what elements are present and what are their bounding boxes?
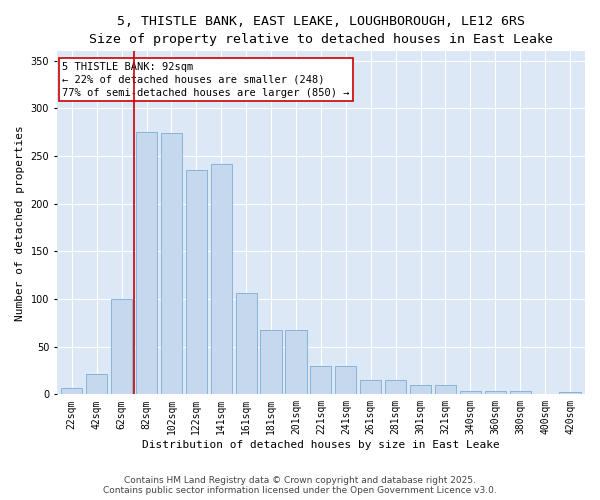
Bar (136, 132, 157, 394)
Bar (161, 134, 182, 394)
Text: 5 THISTLE BANK: 92sqm
← 22% of detached houses are smaller (248)
77% of semi-det: 5 THISTLE BANK: 92sqm ← 22% of detached … (62, 62, 350, 98)
Bar (86, 374, 107, 394)
Bar (360, 380, 382, 394)
Bar (236, 294, 257, 394)
Bar (435, 385, 456, 394)
Bar (211, 164, 232, 394)
Y-axis label: Number of detached properties: Number of detached properties (15, 125, 25, 320)
Bar (410, 385, 431, 394)
X-axis label: Distribution of detached houses by size in East Leake: Distribution of detached houses by size … (142, 440, 500, 450)
Bar (61, 388, 82, 394)
Bar (310, 366, 331, 394)
Bar (260, 330, 281, 394)
Bar (559, 392, 581, 394)
Bar (335, 366, 356, 394)
Bar (485, 390, 506, 394)
Bar (509, 392, 531, 394)
Title: 5, THISTLE BANK, EAST LEAKE, LOUGHBOROUGH, LE12 6RS
Size of property relative to: 5, THISTLE BANK, EAST LEAKE, LOUGHBOROUG… (89, 15, 553, 46)
Bar (111, 299, 132, 394)
Bar (186, 170, 207, 394)
Bar (385, 380, 406, 394)
Bar (460, 392, 481, 394)
Bar (286, 330, 307, 394)
Text: Contains HM Land Registry data © Crown copyright and database right 2025.
Contai: Contains HM Land Registry data © Crown c… (103, 476, 497, 495)
